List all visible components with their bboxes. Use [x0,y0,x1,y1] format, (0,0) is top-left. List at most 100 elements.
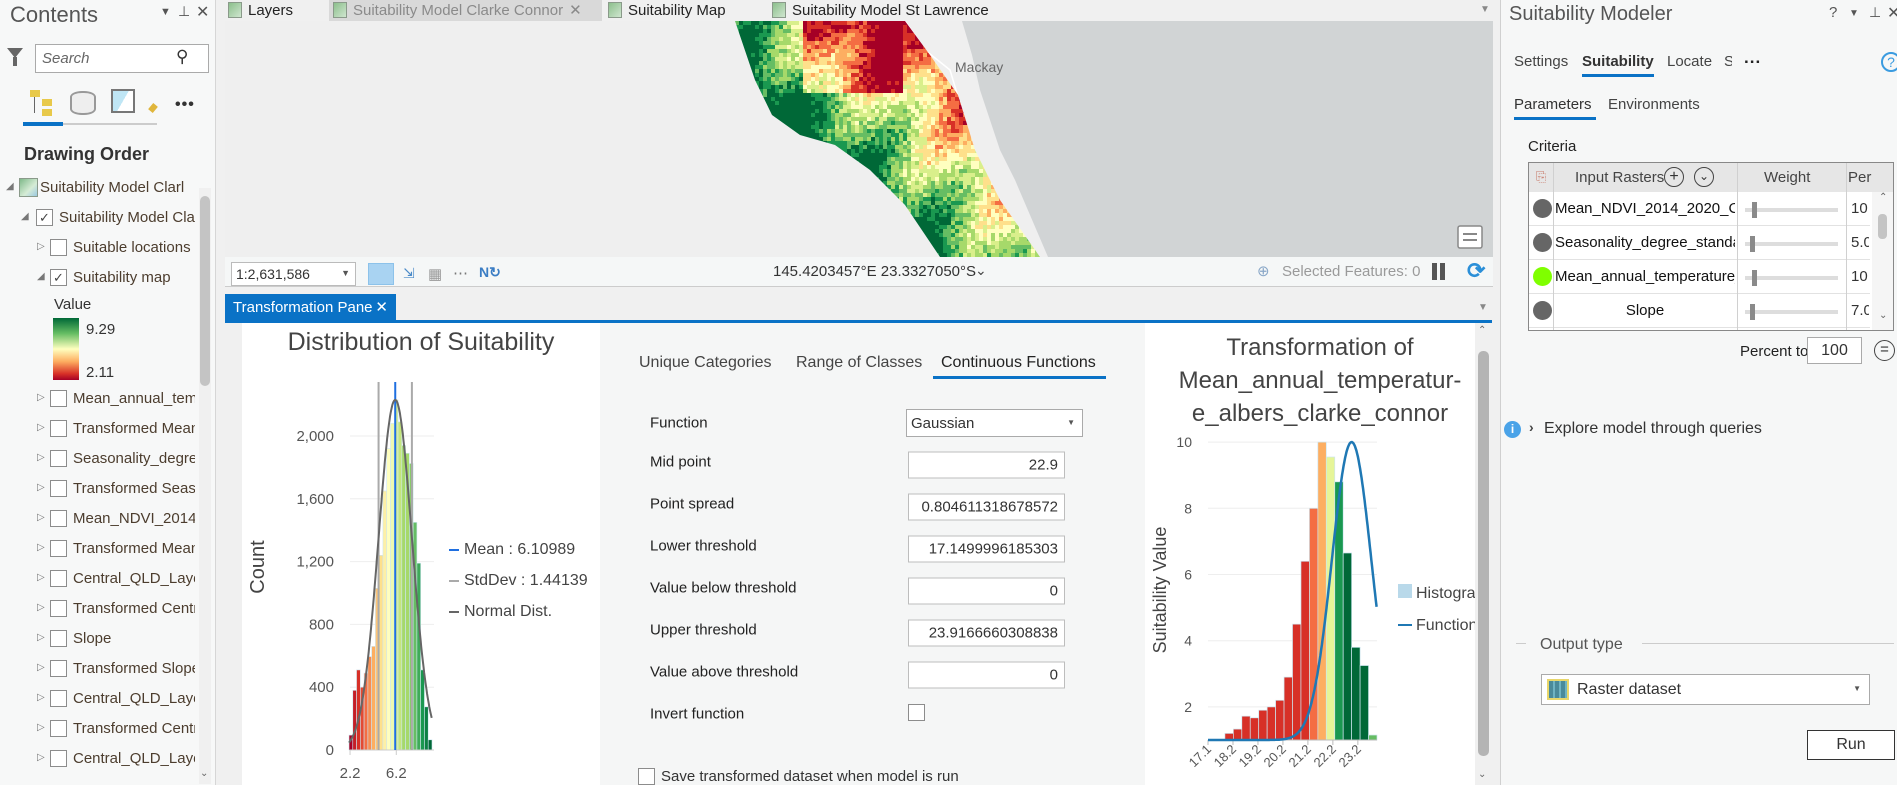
upper-threshold-input[interactable]: 23.9166660308838 [908,619,1065,647]
search-input[interactable]: Search ⚲ [35,44,209,73]
layer-visibility-checkbox[interactable] [50,390,67,407]
selected-features-icon[interactable]: ⊕ [1257,263,1270,280]
help-circle-icon[interactable]: ? [1881,52,1897,72]
pin-icon[interactable]: ⊥ [1869,4,1882,20]
layer-visibility-checkbox[interactable] [50,660,67,677]
scroll-up-icon[interactable]: ⌃ [1478,325,1487,336]
percent-total-input[interactable]: 100 [1807,337,1862,364]
layer-visibility-checkbox[interactable] [50,570,67,587]
save-transformed-checkbox[interactable] [638,768,655,785]
explore-model-queries[interactable]: Explore model through queries [1544,420,1762,437]
expand-icon[interactable]: ▷ [37,602,45,613]
north-arrow-icon[interactable]: N↻ [479,264,501,280]
layer-tree-item[interactable]: ▷ Transformed Centr [0,717,198,741]
scrollbar-thumb[interactable] [1878,214,1887,239]
layer-visibility-checkbox[interactable] [50,540,67,557]
reorder-icon[interactable]: ⎘ [1536,169,1547,184]
layer-tree-item[interactable]: ▷ Transformed Slope [0,657,198,681]
tab-layers[interactable]: Layers [228,0,293,21]
expand-icon[interactable]: ▷ [37,722,45,733]
snapping-toggle-icon[interactable] [368,263,394,285]
layer-visibility-checkbox[interactable] [50,480,67,497]
list-by-source-icon[interactable] [70,91,96,115]
weight-slider-thumb[interactable] [1750,304,1755,320]
weight-slider[interactable] [1745,236,1838,252]
lower-threshold-input[interactable]: 17.1499996185303 [908,535,1065,563]
scrollbar-thumb[interactable] [200,196,210,386]
layer-visibility-checkbox[interactable] [50,720,67,737]
expand-icon[interactable]: ▷ [37,632,45,643]
output-type-select[interactable]: Raster dataset ▼ [1541,674,1870,705]
expand-icon[interactable]: ▷ [37,752,45,763]
correction-icon[interactable]: ⋯ [453,265,468,282]
close-tab-icon[interactable]: ✕ [569,2,582,19]
layer-visibility-checkbox[interactable] [50,510,67,527]
pane-options-icon[interactable]: ▼ [160,6,171,18]
scroll-down-icon[interactable]: ⌄ [1879,310,1888,321]
expand-icon[interactable]: ▷ [37,512,45,523]
list-by-selection-icon[interactable] [111,89,135,113]
subtab-environments[interactable]: Environments [1608,96,1700,113]
help-icon[interactable]: ? [1829,4,1838,21]
map-legend-toggle-icon[interactable] [1457,225,1483,249]
close-icon[interactable]: ✕ [196,4,210,21]
expand-icon[interactable]: ▷ [37,662,45,673]
chevron-down-icon[interactable]: ▼ [341,268,350,278]
tab-settings[interactable]: Settings [1514,53,1569,70]
tab-suitability-model-st-lawrence[interactable]: Suitability Model St Lawrence [772,0,989,21]
tab-range-of-classes[interactable]: Range of Classes [796,354,923,371]
layer-tree-item[interactable]: ▷ Central_QLD_Layer [0,687,198,711]
expand-icon[interactable]: ▷ [37,422,45,433]
layer-visibility-checkbox[interactable]: ✓ [50,269,67,286]
scale-combobox[interactable]: 1:2,631,586 ▼ [231,262,356,286]
more-tabs-icon[interactable]: ... [1744,48,1762,67]
layer-tree-item[interactable]: ◢ ✓ Suitability map [0,266,198,290]
layer-visibility-checkbox[interactable] [50,630,67,647]
layer-tree-item[interactable]: ▷ Central_QLD_Layer [0,567,198,591]
expand-icon[interactable]: ▷ [37,482,45,493]
weight-slider-thumb[interactable] [1752,270,1757,286]
weight-slider[interactable] [1745,202,1838,218]
tab-suitability-model-clarke-connor[interactable]: Suitability Model Clarke Connor ✕ [329,0,602,21]
weight-slider[interactable] [1745,304,1838,320]
layer-tree-item[interactable]: ▷ Mean_NDVI_2014_ [0,507,198,531]
value-above-threshold-input[interactable]: 0 [908,661,1065,689]
layer-tree-item[interactable]: ▷ Central_QLD_Layer [0,747,198,771]
scroll-down-icon[interactable]: ⌄ [1478,769,1487,780]
pause-icon[interactable] [1432,263,1437,280]
weight-slider-thumb[interactable] [1750,236,1755,252]
close-icon[interactable]: ✕ [1887,5,1897,22]
layer-visibility-checkbox[interactable] [50,750,67,767]
coordinate-format-chevron-icon[interactable]: ⌄ [975,262,987,278]
scrollbar-thumb[interactable] [1478,351,1489,756]
layer-tree-item[interactable]: ▷ Slope [0,627,198,651]
collapse-icon[interactable]: ◢ [6,181,14,192]
equal-weights-icon[interactable]: = [1874,340,1895,361]
layer-tree-item[interactable]: ▷ Transformed Mean [0,417,198,441]
table-scrollbar[interactable]: ⌃ ⌄ [1872,192,1893,330]
criteria-row[interactable]: Mean_annual_temperature_10.0 [1529,260,1870,294]
search-icon[interactable]: ⚲ [176,47,189,66]
grid-icon[interactable]: ▦ [428,266,443,283]
weight-slider-thumb[interactable] [1752,202,1757,218]
grid-constraints-icon[interactable]: ⇲ [403,265,415,281]
add-raster-icon[interactable]: + [1664,167,1684,187]
pane-options-icon[interactable]: ▼ [1849,8,1859,19]
tab-suitability-map[interactable]: Suitability Map [608,0,726,21]
scroll-down-icon[interactable]: ⌄ [200,768,209,779]
tab-continuous-functions[interactable]: Continuous Functions [941,354,1096,371]
expand-icon[interactable]: ▷ [37,572,45,583]
layer-tree-item[interactable]: ▷ Transformed Seaso [0,477,198,501]
scroll-up-icon[interactable]: ⌃ [1879,192,1888,203]
map-view[interactable]: Mackay [225,21,1493,257]
info-icon[interactable]: i [1504,421,1521,438]
expand-icon[interactable]: ▷ [37,542,45,553]
run-button[interactable]: Run [1807,730,1895,760]
expand-icon[interactable]: ▷ [37,692,45,703]
selected-features-count[interactable]: Selected Features: 0 [1282,263,1421,280]
layer-tree-item[interactable]: ▷ Transformed Mean [0,537,198,561]
contents-scrollbar[interactable]: ⌄ [199,188,211,784]
raster-options-chevron-icon[interactable]: ⌄ [1694,167,1714,187]
collapse-icon[interactable]: ◢ [21,211,29,222]
